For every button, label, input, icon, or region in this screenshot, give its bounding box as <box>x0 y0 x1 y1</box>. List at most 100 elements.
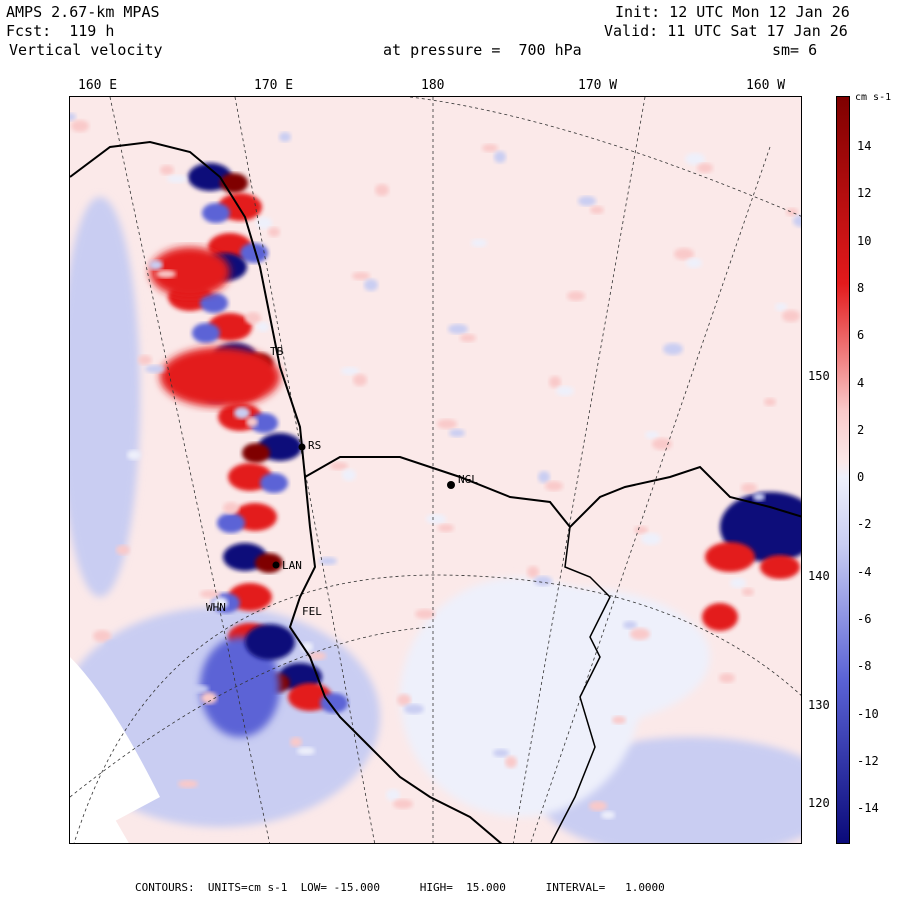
scatter-cell <box>448 324 468 334</box>
scatter-cell <box>449 429 465 437</box>
init-time: Init: 12 UTC Mon 12 Jan 26 <box>615 3 850 21</box>
scatter-cell <box>601 811 615 819</box>
scatter-cell <box>782 310 800 322</box>
ridge-cell <box>202 203 230 223</box>
scatter-cell <box>127 450 141 460</box>
colorbar-tick-label: 6 <box>857 328 865 343</box>
scatter-cell <box>234 407 250 419</box>
colorbar-tick-label: -4 <box>857 564 872 579</box>
map-panel: NGL LAN FEL WHN RS TB <box>69 96 802 844</box>
colorbar-tick-label: 12 <box>857 186 872 201</box>
scatter-cell <box>397 694 411 706</box>
scatter-cell <box>719 673 735 683</box>
colorbar-tick-label: 10 <box>857 233 872 248</box>
model-title: AMPS 2.67-km MPAS <box>6 3 160 21</box>
scatter-cell <box>697 163 713 173</box>
scatter-cell <box>105 640 119 650</box>
scatter-cell <box>245 312 261 324</box>
vertical-velocity-field: NGL LAN FEL WHN RS TB <box>70 97 801 843</box>
scatter-cell <box>549 376 561 388</box>
scatter-cell <box>652 438 672 450</box>
variable-name: Vertical velocity <box>9 41 163 59</box>
scatter-cell <box>71 120 89 132</box>
scatter-cell <box>527 566 539 578</box>
station-tb-label: TB <box>270 345 284 358</box>
lon-label-180: 180 <box>421 78 445 93</box>
smoothing-value: sm= 6 <box>772 41 818 59</box>
scatter-cell <box>686 258 702 268</box>
scatter-cell <box>567 291 585 301</box>
upward-region <box>150 247 230 297</box>
scatter-cell <box>352 272 370 280</box>
scatter-cell <box>297 747 315 755</box>
scatter-cell <box>437 419 457 429</box>
station-rs-marker <box>298 443 306 451</box>
scatter-cell <box>438 524 454 532</box>
scatter-cell <box>246 417 258 427</box>
ridge-cell <box>260 473 288 493</box>
scatter-cell <box>471 239 487 247</box>
colorbar-tick-label: 0 <box>857 470 865 485</box>
scatter-cell <box>516 661 528 673</box>
station-ngl-marker <box>447 481 455 489</box>
scatter-cell <box>674 248 694 260</box>
scatter-cell <box>353 374 367 386</box>
ridge-cell <box>217 513 245 533</box>
scatter-cell <box>319 557 337 565</box>
scatter-cell <box>104 535 122 547</box>
scatter-cell <box>538 471 550 483</box>
scatter-cell <box>775 303 787 311</box>
scatter-cell <box>200 590 220 598</box>
scatter-cell <box>257 322 269 332</box>
right-cell <box>702 603 738 631</box>
scatter-cell <box>375 184 389 196</box>
lon-label-170e: 170 E <box>254 78 294 93</box>
scatter-cell <box>415 609 435 619</box>
scatter-cell <box>212 597 228 609</box>
scatter-cell <box>578 196 596 206</box>
pressure-level: at pressure = 700 hPa <box>383 41 582 59</box>
scatter-cell <box>223 502 239 514</box>
forecast-hour: Fcst: 119 h <box>6 22 115 40</box>
ridge-cell <box>250 413 278 433</box>
scatter-cell <box>116 545 130 555</box>
downward-core <box>245 624 295 660</box>
station-markers <box>272 443 455 569</box>
colorbar-tick-label: 14 <box>857 139 872 153</box>
scatter-cell <box>256 217 272 229</box>
scatter-cell <box>645 431 659 439</box>
scatter-cell <box>342 469 356 481</box>
scatter-cell <box>138 355 152 365</box>
ridge-cell <box>242 443 270 463</box>
scatter-cell <box>290 737 302 747</box>
right-cell <box>705 542 755 572</box>
colorbar-tick-label: -12 <box>857 753 879 768</box>
scatter-cell <box>623 621 637 629</box>
scatter-cell <box>685 153 705 165</box>
scatter-cell <box>742 588 754 596</box>
scatter-cell <box>482 144 498 152</box>
scatter-cell <box>534 576 552 586</box>
colorbar-tick-label: 4 <box>857 375 865 390</box>
colorbar-tick-label: 8 <box>857 280 865 295</box>
station-whn-label: WHN <box>206 601 226 614</box>
scatter-cell <box>308 652 326 660</box>
scatter-cell <box>279 132 291 142</box>
downward-core <box>200 637 280 737</box>
scatter-cell <box>764 398 776 406</box>
colorbar-tick-label: -10 <box>857 706 879 721</box>
contour-info: CONTOURS: UNITS=cm s-1 LOW= -15.000 HIGH… <box>135 881 665 894</box>
scatter-cell <box>386 789 400 801</box>
scatter-cell <box>268 227 280 237</box>
ridge-cell <box>240 243 268 263</box>
scatter-cell <box>167 175 187 183</box>
scatter-cell <box>156 270 176 278</box>
coastline <box>70 140 801 529</box>
colorbar-tick-label: -2 <box>857 517 872 532</box>
lon-label-160w: 160 W <box>746 78 786 93</box>
ridge-cell <box>192 323 220 343</box>
scatter-cell <box>589 801 607 811</box>
scatter-cell <box>393 799 413 809</box>
scatter-cell <box>545 481 563 491</box>
station-lan-label: LAN <box>282 559 302 572</box>
